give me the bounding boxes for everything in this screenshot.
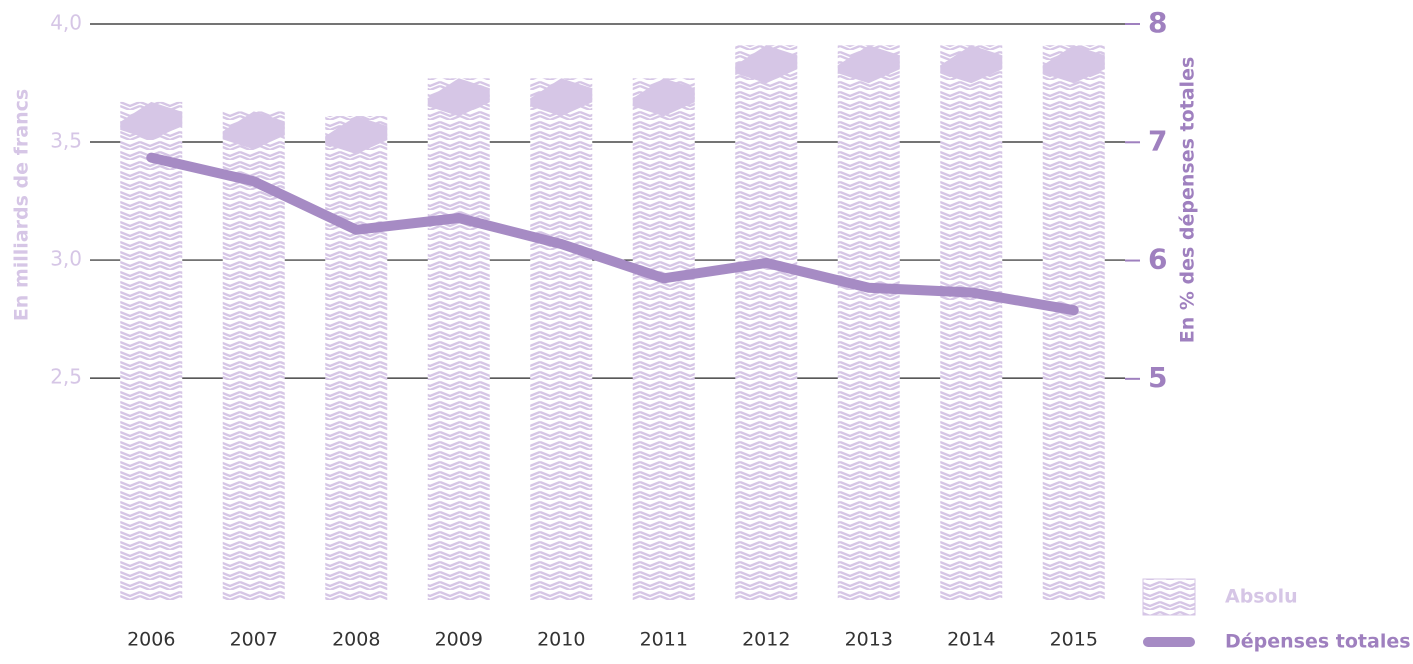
bar <box>530 78 592 600</box>
legend-label: Dépenses totales <box>1225 631 1411 653</box>
bar <box>838 45 900 600</box>
legend-label: Absolu <box>1225 586 1298 608</box>
bar <box>325 116 387 600</box>
y-tick-label: 2,5 <box>50 365 82 389</box>
y2-tick-label: 5 <box>1148 361 1167 394</box>
x-tick-label: 2011 <box>640 629 688 651</box>
y2-tick-label: 8 <box>1148 6 1167 39</box>
chart: En milliards de francs En % des dépenses… <box>0 0 1413 660</box>
bar <box>1043 45 1105 600</box>
x-tick-label: 2010 <box>537 629 585 651</box>
x-tick-label: 2014 <box>947 629 995 651</box>
y-axis-title: En milliards de francs <box>11 89 33 321</box>
x-tick-label: 2012 <box>742 629 790 651</box>
x-tick-label: 2009 <box>435 629 483 651</box>
x-tick-label: 2013 <box>845 629 893 651</box>
y2-tick-label: 7 <box>1148 124 1167 157</box>
x-tick-label: 2007 <box>230 629 278 651</box>
page: En milliards de francs En % des dépenses… <box>0 0 1413 664</box>
bar <box>735 45 797 600</box>
legend-swatch <box>1143 579 1195 615</box>
bar <box>633 78 695 600</box>
bar <box>428 78 490 600</box>
y2-tick-label: 6 <box>1148 243 1167 276</box>
bar <box>120 102 182 600</box>
x-tick-label: 2008 <box>332 629 380 651</box>
y-tick-label: 4,0 <box>50 11 82 35</box>
y2-axis-title: En % des dépenses totales <box>1177 57 1199 344</box>
x-tick-label: 2015 <box>1050 629 1098 651</box>
x-tick-label: 2006 <box>127 629 175 651</box>
bar <box>940 45 1002 600</box>
y-tick-label: 3,5 <box>50 129 82 153</box>
line <box>151 158 1074 311</box>
y-tick-label: 3,0 <box>50 247 82 271</box>
